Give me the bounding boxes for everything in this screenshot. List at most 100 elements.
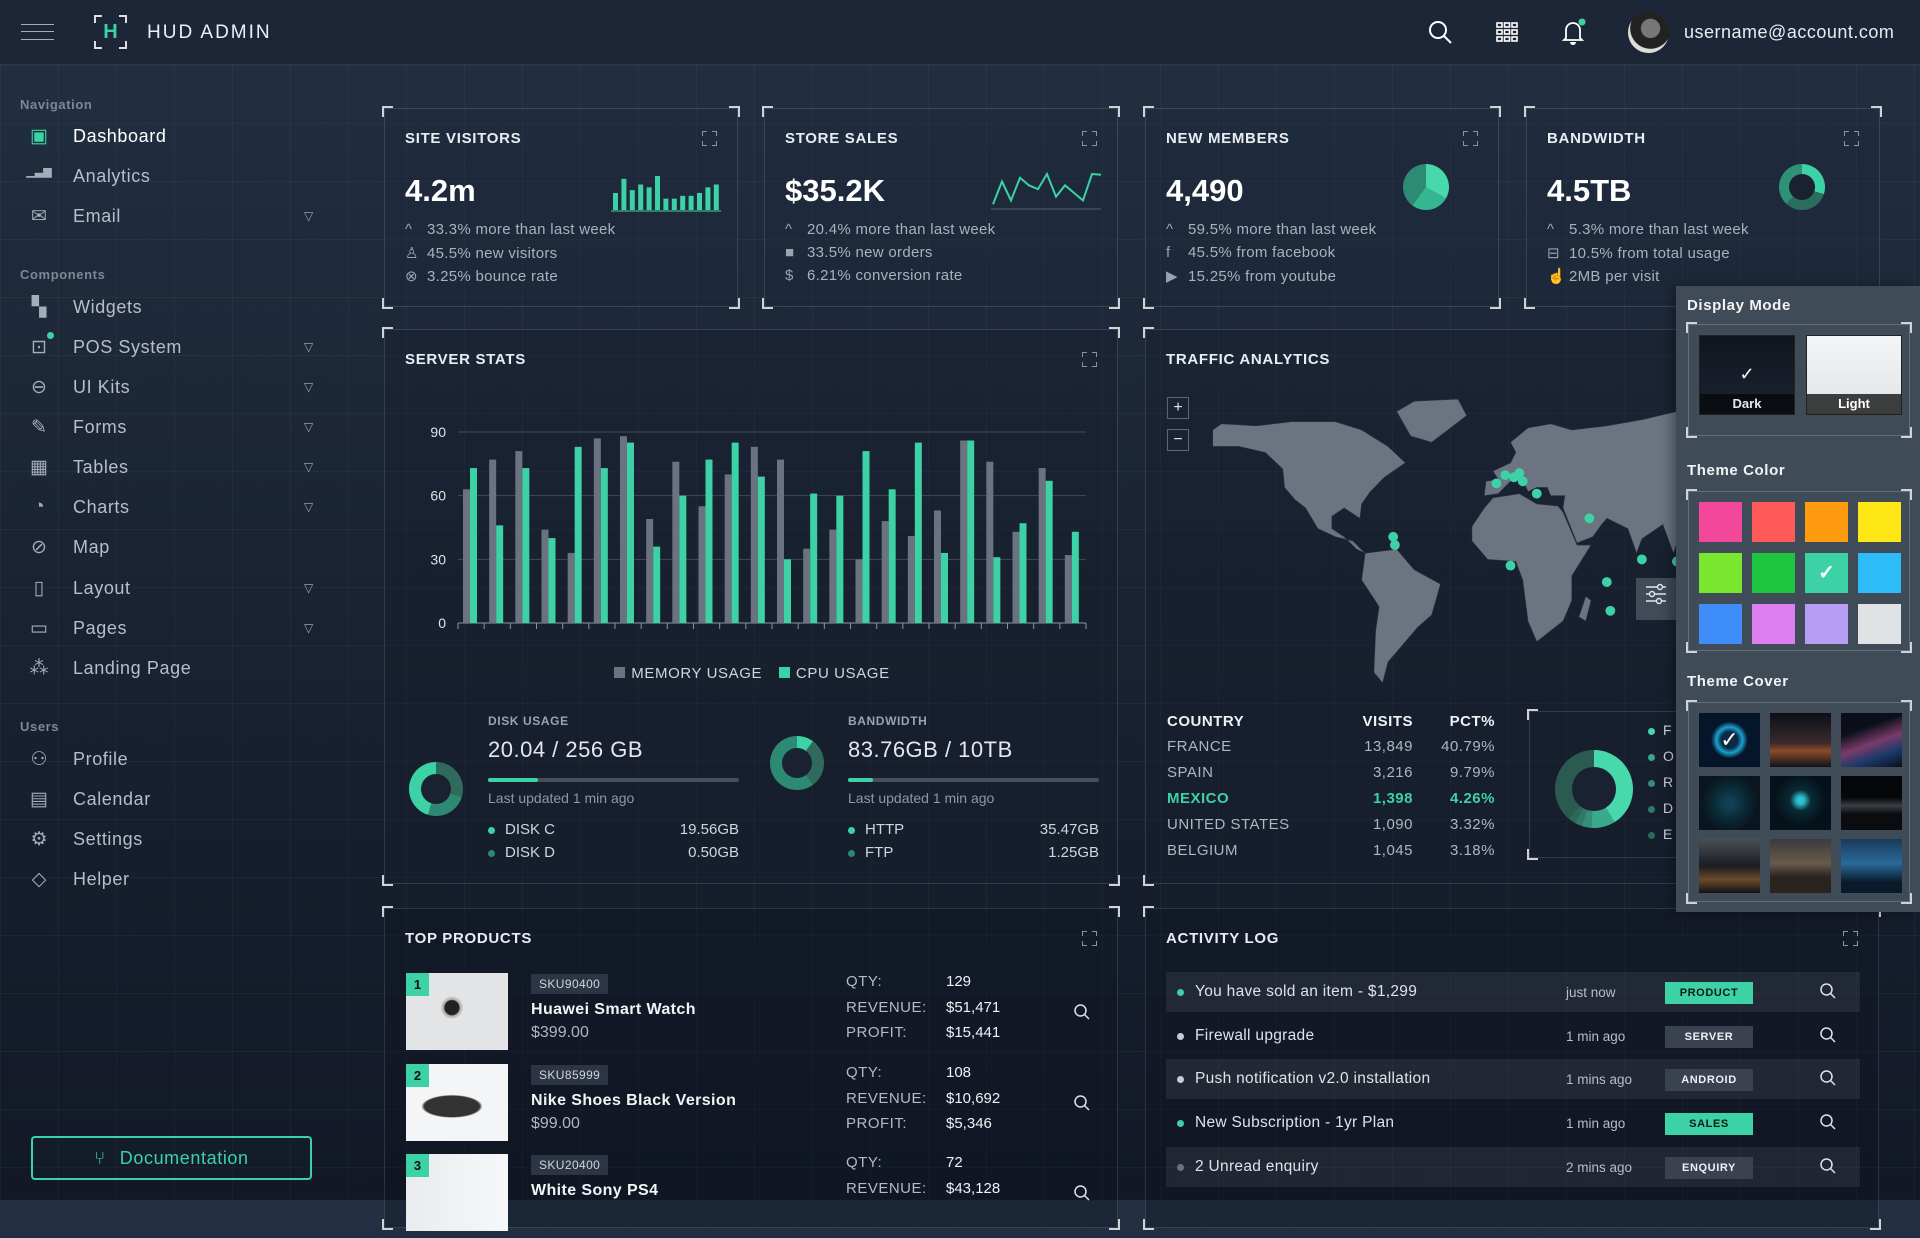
theme-cover-thumbnail[interactable] — [1841, 713, 1902, 767]
theme-cover-thumbnail[interactable] — [1699, 776, 1760, 830]
traffic-marker[interactable] — [1601, 577, 1612, 587]
sidebar-item-tables[interactable]: ▦ Tables ▽ — [0, 450, 330, 486]
user-email[interactable]: username@account.com — [1684, 22, 1895, 42]
product-name[interactable]: Huawei Smart Watch — [531, 1001, 696, 1018]
theme-cover-thumbnail[interactable]: ✓ — [1699, 713, 1760, 767]
theme-cover-thumbnail[interactable] — [1841, 776, 1902, 830]
product-image[interactable]: 3 — [406, 1154, 508, 1232]
sidebar-item-layout[interactable]: ▯ Layout ▽ — [0, 571, 330, 607]
visits-col-header[interactable]: VISITS — [1362, 713, 1413, 730]
theme-settings-toggle[interactable] — [1636, 578, 1676, 620]
activity-row[interactable]: You have sold an item - $1,299 just now PR… — [1166, 972, 1860, 1012]
activity-row[interactable]: 2 Unread enquiry 2 mins ago ENQUIRY — [1166, 1146, 1860, 1187]
sidebar-item-ui-kits[interactable]: ⊖ UI Kits ▽ — [0, 370, 330, 406]
search-icon[interactable] — [1426, 18, 1454, 46]
chevron-down-icon[interactable]: ▽ — [304, 460, 314, 474]
search-icon[interactable] — [1073, 1003, 1091, 1026]
chevron-down-icon[interactable]: ▽ — [304, 500, 314, 514]
sidebar-item-profile[interactable]: ⚇ Profile — [0, 742, 330, 778]
theme-color-swatch[interactable] — [1699, 604, 1742, 644]
country-col-header[interactable]: COUNTRY — [1167, 713, 1245, 730]
sidebar-item-analytics[interactable]: ▁▃▆ Analytics — [0, 159, 330, 195]
product-name[interactable]: Nike Shoes Black Version — [531, 1091, 737, 1109]
theme-color-swatch[interactable] — [1752, 604, 1795, 644]
theme-color-swatch[interactable] — [1752, 502, 1795, 542]
country-row[interactable]: FRANCE 13,849 40.79% — [1146, 738, 1506, 762]
product-image[interactable]: 2 — [406, 1063, 508, 1141]
theme-cover-thumbnail[interactable] — [1841, 839, 1902, 893]
theme-color-swatch[interactable] — [1858, 553, 1901, 593]
theme-cover-thumbnail[interactable] — [1770, 839, 1831, 893]
product-image[interactable]: 1 — [406, 973, 508, 1050]
pct-col-header[interactable]: PCT% — [1449, 713, 1495, 730]
sidebar-item-email[interactable]: ✉ Email ▽ — [0, 199, 330, 235]
expand-icon[interactable] — [1844, 131, 1859, 146]
avatar[interactable] — [1628, 12, 1669, 53]
traffic-marker[interactable] — [1505, 560, 1516, 571]
search-icon[interactable] — [1819, 1113, 1837, 1136]
search-icon[interactable] — [1819, 1157, 1837, 1180]
sidebar-item-charts[interactable]: ◔ Charts ▽ — [0, 490, 330, 526]
traffic-marker[interactable] — [1388, 531, 1399, 542]
country-row[interactable]: SPAIN 3,216 9.79% — [1146, 764, 1506, 788]
search-icon[interactable] — [1819, 1026, 1837, 1049]
country-row[interactable]: MEXICO 1,398 4.26% — [1146, 790, 1506, 814]
theme-cover-thumbnail[interactable] — [1770, 713, 1831, 767]
sidebar-item-forms[interactable]: ✎ Forms ▽ — [0, 410, 330, 446]
country-row[interactable]: BELGIUM 1,045 3.18% — [1146, 842, 1506, 866]
sidebar-item-calendar[interactable]: ▤ Calendar — [0, 782, 330, 818]
expand-icon[interactable] — [1082, 931, 1097, 946]
apps-grid-icon[interactable] — [1493, 18, 1521, 46]
sidebar-item-widgets[interactable]: ▚ Widgets — [0, 290, 330, 326]
sidebar-item-settings[interactable]: ⚙ Settings — [0, 822, 330, 858]
chevron-down-icon[interactable]: ▽ — [304, 621, 314, 635]
country-row[interactable]: UNITED STATES 1,090 3.32% — [1146, 816, 1506, 840]
documentation-button[interactable]: ⑂ Documentation — [31, 1136, 312, 1180]
mode-light[interactable]: Light — [1806, 335, 1902, 415]
sidebar-item-map[interactable]: ⊘ Map — [0, 530, 330, 566]
theme-color-swatch[interactable]: ✓ — [1805, 553, 1848, 593]
sidebar-item-pos-system[interactable]: ⊡ POS System ▽ — [0, 330, 330, 366]
expand-icon[interactable] — [1463, 131, 1478, 146]
traffic-marker[interactable] — [1531, 488, 1542, 499]
zoom-in-button[interactable]: + — [1167, 397, 1189, 419]
theme-color-swatch[interactable] — [1752, 553, 1795, 593]
traffic-marker[interactable] — [1584, 513, 1595, 524]
sidebar-item-helper[interactable]: ◇ Helper — [0, 862, 330, 898]
sidebar-item-landing-page[interactable]: ⁂ Landing Page — [0, 651, 330, 687]
theme-cover-thumbnail[interactable] — [1770, 776, 1831, 830]
sidebar-item-pages[interactable]: ▭ Pages ▽ — [0, 611, 330, 647]
search-icon[interactable] — [1073, 1184, 1091, 1207]
chevron-down-icon[interactable]: ▽ — [304, 340, 314, 354]
chevron-down-icon[interactable]: ▽ — [304, 581, 314, 595]
theme-color-swatch[interactable] — [1805, 502, 1848, 542]
theme-cover-thumbnail[interactable] — [1699, 839, 1760, 893]
theme-color-swatch[interactable] — [1858, 502, 1901, 542]
bell-icon[interactable] — [1559, 18, 1587, 46]
traffic-marker[interactable] — [1514, 468, 1525, 479]
chevron-down-icon[interactable]: ▽ — [304, 380, 314, 394]
chevron-down-icon[interactable]: ▽ — [304, 420, 314, 434]
mode-dark[interactable]: ✓ Dark — [1699, 335, 1795, 415]
theme-color-swatch[interactable] — [1805, 604, 1848, 644]
search-icon[interactable] — [1819, 982, 1837, 1005]
traffic-marker[interactable] — [1491, 478, 1502, 489]
traffic-marker[interactable] — [1517, 476, 1528, 487]
sidebar-item-dashboard[interactable]: ▣ Dashboard — [0, 119, 330, 155]
menu-icon[interactable] — [21, 24, 54, 40]
zoom-out-button[interactable]: − — [1167, 429, 1189, 451]
traffic-marker[interactable] — [1636, 554, 1647, 565]
search-icon[interactable] — [1073, 1094, 1091, 1117]
expand-icon[interactable] — [702, 131, 717, 146]
traffic-marker[interactable] — [1500, 470, 1511, 481]
activity-row[interactable]: New Subscription - 1yr Plan 1 min ago SALE… — [1166, 1103, 1860, 1143]
product-name[interactable]: White Sony PS4 — [531, 1182, 659, 1200]
activity-row[interactable]: Firewall upgrade 1 min ago SERVER — [1166, 1016, 1860, 1056]
expand-icon[interactable] — [1082, 352, 1097, 367]
app-title[interactable]: HUD ADMIN — [147, 22, 272, 43]
search-icon[interactable] — [1819, 1069, 1837, 1092]
traffic-marker[interactable] — [1390, 540, 1400, 550]
theme-color-swatch[interactable] — [1699, 502, 1742, 542]
expand-icon[interactable] — [1843, 931, 1858, 946]
traffic-marker[interactable] — [1605, 605, 1616, 616]
